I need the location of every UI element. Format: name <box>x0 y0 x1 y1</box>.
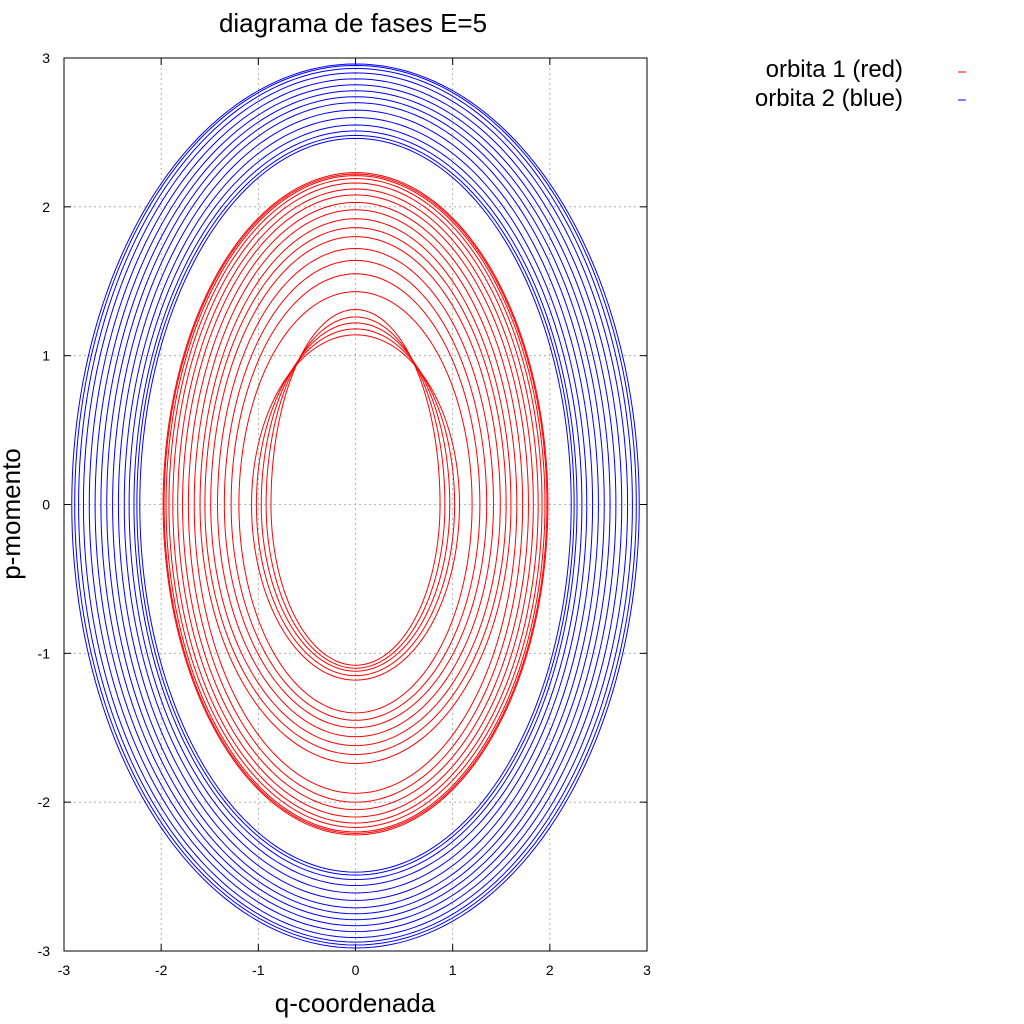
x-tick-label: -1 <box>252 962 265 978</box>
axis-ticks: -3 -2 -1 0 1 2 3 3 2 1 0 -1 -2 -3 <box>38 50 652 978</box>
legend-label-orbita-2: orbita 2 (blue) <box>755 85 903 112</box>
y-tick-label: 0 <box>42 497 50 513</box>
orbit-ring <box>162 172 549 836</box>
orbit-ring <box>88 78 623 933</box>
x-tick-label: 3 <box>643 962 651 978</box>
orbit-ring <box>128 124 583 887</box>
chart-title: diagrama de fases E=5 <box>219 8 487 38</box>
orbit-ring <box>74 64 637 946</box>
legend: orbita 1 (red) orbita 2 (blue) <box>755 56 966 112</box>
orbit-ring <box>217 248 494 738</box>
orbit-ring <box>230 273 481 721</box>
orbit-ring <box>106 96 605 915</box>
y-tick-label: -1 <box>38 645 51 661</box>
y-tick-label: -2 <box>38 794 51 810</box>
y-axis-title: p-momento <box>0 448 26 580</box>
orbit-ring <box>210 236 501 747</box>
orbit-ring <box>123 117 588 894</box>
orbit-ring <box>193 209 518 794</box>
orbit-ring <box>117 109 594 901</box>
orbit-ring <box>168 178 543 828</box>
series-1 <box>162 172 549 836</box>
legend-label-orbita-1: orbita 1 (red) <box>766 56 903 83</box>
orbit-ring <box>260 322 451 672</box>
orbit-ring <box>163 173 548 834</box>
orbit-ring <box>223 259 488 729</box>
orbit-ring <box>265 316 446 669</box>
orbit-ring <box>94 84 617 927</box>
orbit-ring <box>255 328 456 677</box>
x-tick-label: -2 <box>155 962 168 978</box>
orbit-ring <box>187 201 524 803</box>
orbit-ring <box>136 134 575 876</box>
x-tick-label: 0 <box>352 962 360 978</box>
y-tick-label: 3 <box>42 50 50 66</box>
x-tick-label: 1 <box>449 962 457 978</box>
orbit-ring <box>78 67 633 943</box>
orbit-ring <box>139 137 572 873</box>
orbit-ring <box>71 63 640 949</box>
x-axis-title: q-coordenada <box>275 988 436 1018</box>
y-tick-label: 1 <box>42 348 50 364</box>
series-2 <box>71 63 640 949</box>
orbit-ring <box>182 194 529 811</box>
orbit-ring <box>165 175 546 833</box>
plot-frame <box>63 57 648 952</box>
x-tick-label: 2 <box>546 962 554 978</box>
orbit-ring <box>100 90 611 921</box>
y-tick-label: -3 <box>38 943 51 959</box>
x-tick-label: -3 <box>58 962 71 978</box>
orbit-ring <box>238 291 473 714</box>
orbit-ring <box>133 130 578 881</box>
orbit-ring <box>172 182 539 824</box>
orbit-ring <box>204 227 507 756</box>
series-group <box>71 63 640 949</box>
orbit-ring <box>177 188 534 818</box>
orbit-ring <box>270 309 441 666</box>
y-tick-label: 2 <box>42 199 50 215</box>
orbit-ring <box>112 102 599 909</box>
orbit-ring <box>82 72 629 939</box>
orbit-ring <box>199 218 512 764</box>
orbit-ring <box>251 334 460 681</box>
